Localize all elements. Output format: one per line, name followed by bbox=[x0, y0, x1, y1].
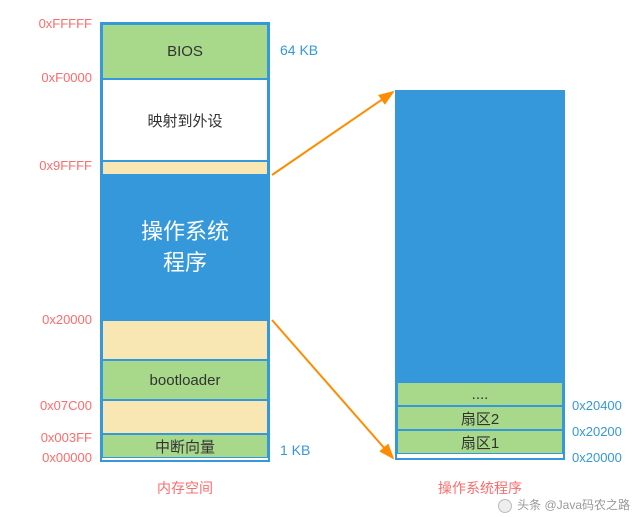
seg-gap3 bbox=[102, 400, 268, 434]
seg-gap1 bbox=[102, 161, 268, 175]
seg-bios-label: BIOS bbox=[167, 43, 203, 60]
seg-bios: BIOS bbox=[102, 24, 268, 79]
watermark: 头条 @Java码农之路 bbox=[498, 496, 630, 513]
seg-interrupt-vector: 中断向量 bbox=[102, 434, 268, 458]
seg-sector1: 扇区1 bbox=[397, 430, 563, 454]
memory-space-column: BIOS 映射到外设 操作系统 程序 bootloader 中断向量 bbox=[100, 22, 270, 462]
seg-os-body bbox=[397, 92, 563, 382]
seg-os-label: 操作系统 程序 bbox=[141, 217, 229, 279]
seg-bootloader-label: bootloader bbox=[150, 372, 221, 389]
raddr-0x20200: 0x20200 bbox=[572, 424, 622, 439]
raddr-0x20000: 0x20000 bbox=[572, 450, 622, 465]
addr-0xf0000: 0xF0000 bbox=[22, 70, 92, 85]
addr-0x07c00: 0x07C00 bbox=[22, 398, 92, 413]
seg-more: .... bbox=[397, 382, 563, 406]
seg-sector2-label: 扇区2 bbox=[461, 408, 499, 429]
os-program-column: .... 扇区2 扇区1 bbox=[395, 90, 565, 460]
addr-0x003ff: 0x003FF bbox=[22, 430, 92, 445]
seg-sector1-label: 扇区1 bbox=[461, 432, 499, 453]
seg-peripheral: 映射到外设 bbox=[102, 79, 268, 161]
seg-gap2 bbox=[102, 320, 268, 360]
seg-os-program: 操作系统 程序 bbox=[102, 175, 268, 320]
seg-peripheral-label: 映射到外设 bbox=[147, 110, 222, 131]
caption-os-program: 操作系统程序 bbox=[395, 478, 565, 498]
seg-sector2: 扇区2 bbox=[397, 406, 563, 430]
addr-0x00000: 0x00000 bbox=[22, 450, 92, 465]
arrow-bottom bbox=[272, 320, 393, 458]
addr-0x20000: 0x20000 bbox=[22, 312, 92, 327]
watermark-icon bbox=[498, 499, 512, 513]
addr-0x9ffff: 0x9FFFF bbox=[22, 158, 92, 173]
addr-0xfffff: 0xFFFFF bbox=[22, 16, 92, 31]
size-1kb: 1 KB bbox=[280, 442, 310, 458]
size-64kb: 64 KB bbox=[280, 42, 318, 58]
watermark-text: 头条 @Java码农之路 bbox=[517, 498, 630, 512]
raddr-0x20400: 0x20400 bbox=[572, 398, 622, 413]
seg-more-label: .... bbox=[472, 386, 489, 403]
seg-bootloader: bootloader bbox=[102, 360, 268, 400]
arrow-top bbox=[272, 92, 393, 175]
caption-memory-space: 内存空间 bbox=[100, 478, 270, 498]
seg-iv-label: 中断向量 bbox=[155, 436, 215, 457]
